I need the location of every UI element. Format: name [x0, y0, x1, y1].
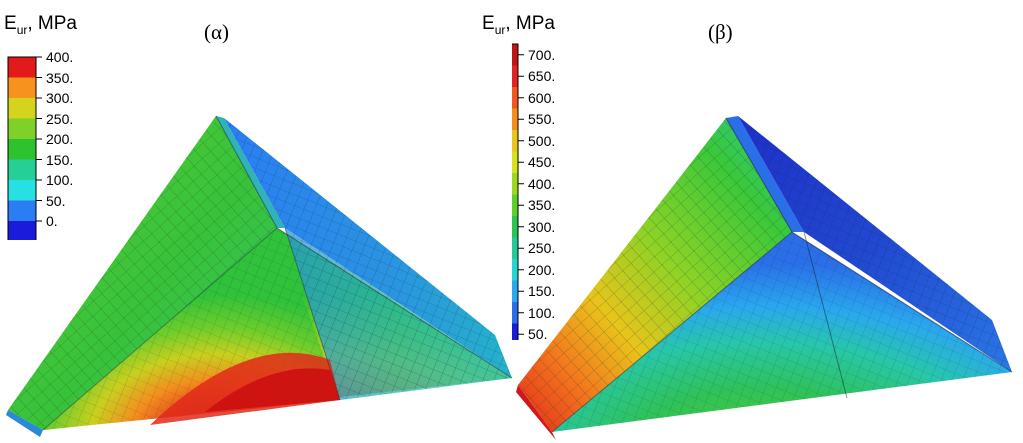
colorbar-swatch	[512, 44, 518, 66]
panel-beta: Eur, MPa (β) 700. 650. 600. 550. 500. 450. 400…	[482, 0, 1023, 443]
colorbar-tick-label: 150.	[46, 151, 74, 168]
dam-mesh-alpha	[6, 115, 512, 437]
colorbar-swatch	[8, 118, 36, 139]
colorbar-tick-label: 100.	[528, 304, 556, 321]
colorbar-tick-label: 150.	[528, 283, 556, 300]
colorbar-swatch	[512, 65, 518, 87]
colorbar-tick-label: 0.	[46, 213, 58, 229]
colorbar-swatch	[512, 280, 518, 302]
colorbar-tick-label: 350.	[46, 69, 74, 86]
colorbar-swatch	[512, 194, 518, 216]
colorbar-swatch	[512, 259, 518, 281]
colorbar-tick-label: 300.	[528, 218, 556, 235]
panel-alpha: Eur, MPa (α) 400. 350. 300. 250. 200. 150. 100…	[4, 13, 512, 437]
colorbar-tick-label: 700.	[528, 46, 556, 63]
colorbar-tick-label: 50.	[528, 326, 548, 343]
colorbar-tick-label: 200.	[528, 261, 556, 278]
colorbar-swatch	[8, 159, 36, 180]
colorbar-swatch	[8, 180, 36, 201]
colorbar-swatch	[8, 77, 36, 98]
colorbar-tick-label: 300.	[46, 90, 74, 106]
colorbar-tick-label: 600.	[528, 89, 556, 106]
colorbar-frame	[512, 43, 519, 340]
colorbar-tick-label: 50.	[46, 192, 66, 209]
colorbar-tick-label: 400.	[528, 175, 556, 192]
colorbar-tick-label: 250.	[46, 110, 74, 127]
colorbar-tick-label: 250.	[528, 240, 556, 257]
colorbar-swatch	[512, 323, 518, 340]
colorbar-swatch	[512, 130, 518, 152]
colorbar-swatch	[8, 221, 36, 240]
colorbar-swatch	[512, 173, 518, 195]
colorbar-alpha	[7, 56, 42, 240]
colorbar-tick-label: 450.	[528, 154, 556, 171]
colorbar-tick-label: 550.	[528, 111, 556, 128]
colorbar-swatch	[8, 200, 36, 221]
colorbar-swatch	[8, 139, 36, 160]
panel-label-alpha: (α)	[204, 20, 229, 44]
colorbar-swatch	[512, 302, 518, 324]
legend-title-beta: Eur, MPa	[482, 13, 555, 37]
colorbar-swatch	[512, 87, 518, 109]
colorbar-swatch	[512, 216, 518, 238]
colorbar-beta	[512, 43, 524, 340]
colorbar-tick-label: 500.	[528, 132, 556, 149]
colorbar-swatch	[8, 98, 36, 119]
colorbar-tick-label: 100.	[46, 172, 74, 188]
colorbar-tick-label: 400.	[46, 49, 74, 65]
colorbar-tick-label: 200.	[46, 131, 74, 147]
colorbar-tick-label: 650.	[528, 68, 556, 85]
colorbar-swatch	[8, 57, 36, 78]
colorbar-swatch	[512, 237, 518, 259]
panel-label-beta: (β)	[708, 20, 733, 44]
legend-title-alpha: Eur, MPa	[4, 13, 77, 37]
colorbar-swatch	[512, 151, 518, 173]
dam-mesh-beta	[516, 116, 1013, 440]
colorbar-tick-label: 350.	[528, 197, 556, 214]
colorbar-frame	[7, 56, 37, 240]
colorbar-swatch	[512, 108, 518, 130]
